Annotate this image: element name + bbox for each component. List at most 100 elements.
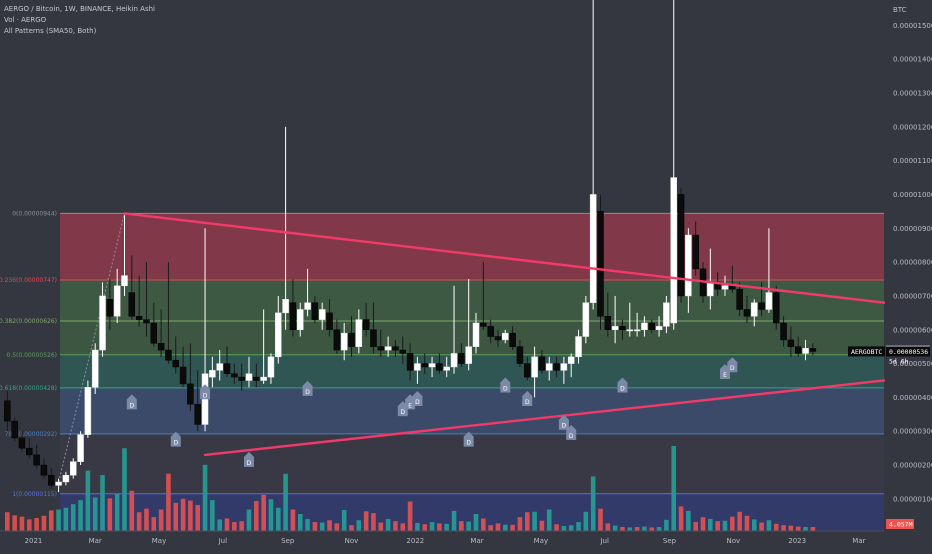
pattern-marker[interactable]: D <box>170 431 181 447</box>
candle-body <box>121 275 128 287</box>
pattern-marker-shape <box>243 451 254 467</box>
candle-body <box>40 464 48 476</box>
pattern-marker[interactable]: D <box>558 414 569 430</box>
candle-body <box>355 319 363 347</box>
volume-bar <box>407 501 413 531</box>
volume-bar <box>85 470 91 531</box>
candle-body <box>348 332 355 347</box>
pattern-marker[interactable]: D <box>500 377 511 393</box>
volume-bar <box>642 526 647 531</box>
candle-body <box>707 282 714 297</box>
price-axis-tick-label: 0.00000500 <box>893 360 932 368</box>
volume-bar <box>751 519 757 531</box>
fib-lines: 0(0.00000944) 0.236(0.00000747) 0.382(0.00… <box>0 210 884 498</box>
pattern-marker[interactable]: D <box>200 384 211 400</box>
candle-body <box>194 403 201 425</box>
candle-body <box>685 234 692 297</box>
volume-bar <box>605 523 611 531</box>
patterns-indicator-label[interactable]: All Patterns (SMA50, Both) <box>4 27 97 35</box>
volume-bar <box>202 464 208 531</box>
volume-indicator-label[interactable]: Vol · AERGO <box>4 16 47 24</box>
fib-level-label: 0.236(0.00000747) <box>0 277 57 284</box>
volume-bar <box>217 519 222 531</box>
pattern-marker[interactable]: D <box>463 431 474 447</box>
volume-bar <box>246 509 252 531</box>
volume-bar <box>100 475 105 531</box>
pattern-marker-shape <box>500 377 511 393</box>
candle-body <box>4 400 11 422</box>
volume-bar <box>532 511 537 531</box>
candle-body <box>340 332 348 351</box>
candle-body <box>377 346 385 351</box>
candle-body <box>443 366 450 371</box>
volume-bar <box>341 509 347 531</box>
candle-body <box>472 322 480 347</box>
volume-bar <box>759 522 764 531</box>
volume-value-tag-box <box>886 519 914 529</box>
price-axis-tick-label: 0.00000800 <box>893 259 932 267</box>
candle-body <box>502 332 509 341</box>
volume-bar <box>63 507 69 531</box>
candle-body <box>567 356 575 364</box>
candle-body <box>216 363 223 371</box>
pattern-marker[interactable]: D <box>302 380 313 396</box>
volume-bar <box>810 526 816 531</box>
symbol-title[interactable]: AERGO / Bitcoin, 1W, BINANCE, Heikin Ash… <box>4 5 155 13</box>
chart-legend: AERGO / Bitcoin, 1W, BINANCE, Heikin Ash… <box>4 4 155 37</box>
candle-body <box>282 299 289 314</box>
fib-zone <box>60 213 884 281</box>
volume-bar <box>136 512 142 531</box>
time-axis-tick-label: Mar <box>89 537 102 545</box>
candle-body <box>692 234 699 270</box>
fib-level-label: 0.618(0.00000428) <box>0 385 57 392</box>
time-axis: 2021 Mar May Jul Sep Nov 2022 Mar May Jul Sep Nov 20… <box>25 537 866 545</box>
candle-body <box>436 363 443 371</box>
pattern-marker-label: D <box>562 423 567 430</box>
candle-body <box>165 349 172 361</box>
time-axis-tick-label: 2023 <box>788 537 806 545</box>
volume-bar <box>400 523 406 531</box>
volume-bars <box>5 446 816 531</box>
candle-body <box>428 363 436 368</box>
pattern-marker[interactable]: D <box>243 451 254 467</box>
candle-body <box>458 353 465 364</box>
candle-body <box>516 346 524 364</box>
price-axis-tick-label: 0.00000200 <box>893 462 932 470</box>
price-tag-box <box>886 346 930 357</box>
pattern-marker[interactable]: D <box>522 391 533 407</box>
volume-bar <box>378 522 384 531</box>
volume-bar <box>561 526 567 531</box>
volume-bar <box>620 526 625 531</box>
volume-bar <box>371 513 376 531</box>
pattern-marker-shape <box>302 380 313 396</box>
pattern-marker[interactable]: D <box>617 377 628 393</box>
symbol-tag-box <box>848 346 885 357</box>
volume-bar <box>590 476 596 531</box>
pattern-marker-label: D <box>569 433 574 440</box>
pattern-marker[interactable]: D <box>126 394 137 410</box>
candle-body <box>641 322 648 331</box>
time-axis-tick-label: 2021 <box>25 537 43 545</box>
volume-bar <box>283 473 288 531</box>
candle-body <box>633 329 641 332</box>
volume-bar <box>649 527 655 531</box>
candle-body <box>648 322 656 331</box>
pattern-marker[interactable]: D <box>727 357 738 373</box>
candle-body <box>743 309 751 317</box>
pattern-marker-label: E <box>408 402 412 409</box>
candle-body <box>450 353 458 368</box>
candle-body <box>304 302 311 310</box>
pattern-marker-label: D <box>400 409 405 416</box>
candle-body <box>296 309 304 331</box>
fib-zone <box>60 280 884 321</box>
pattern-marker-shape <box>170 431 181 447</box>
volume-bar <box>173 502 179 531</box>
pattern-marker[interactable]: D <box>566 424 577 440</box>
candle-body <box>231 373 238 378</box>
volume-bar <box>708 518 713 531</box>
pattern-marker[interactable]: D <box>412 391 423 407</box>
volume-bar <box>363 511 369 531</box>
candle-body <box>655 326 663 331</box>
